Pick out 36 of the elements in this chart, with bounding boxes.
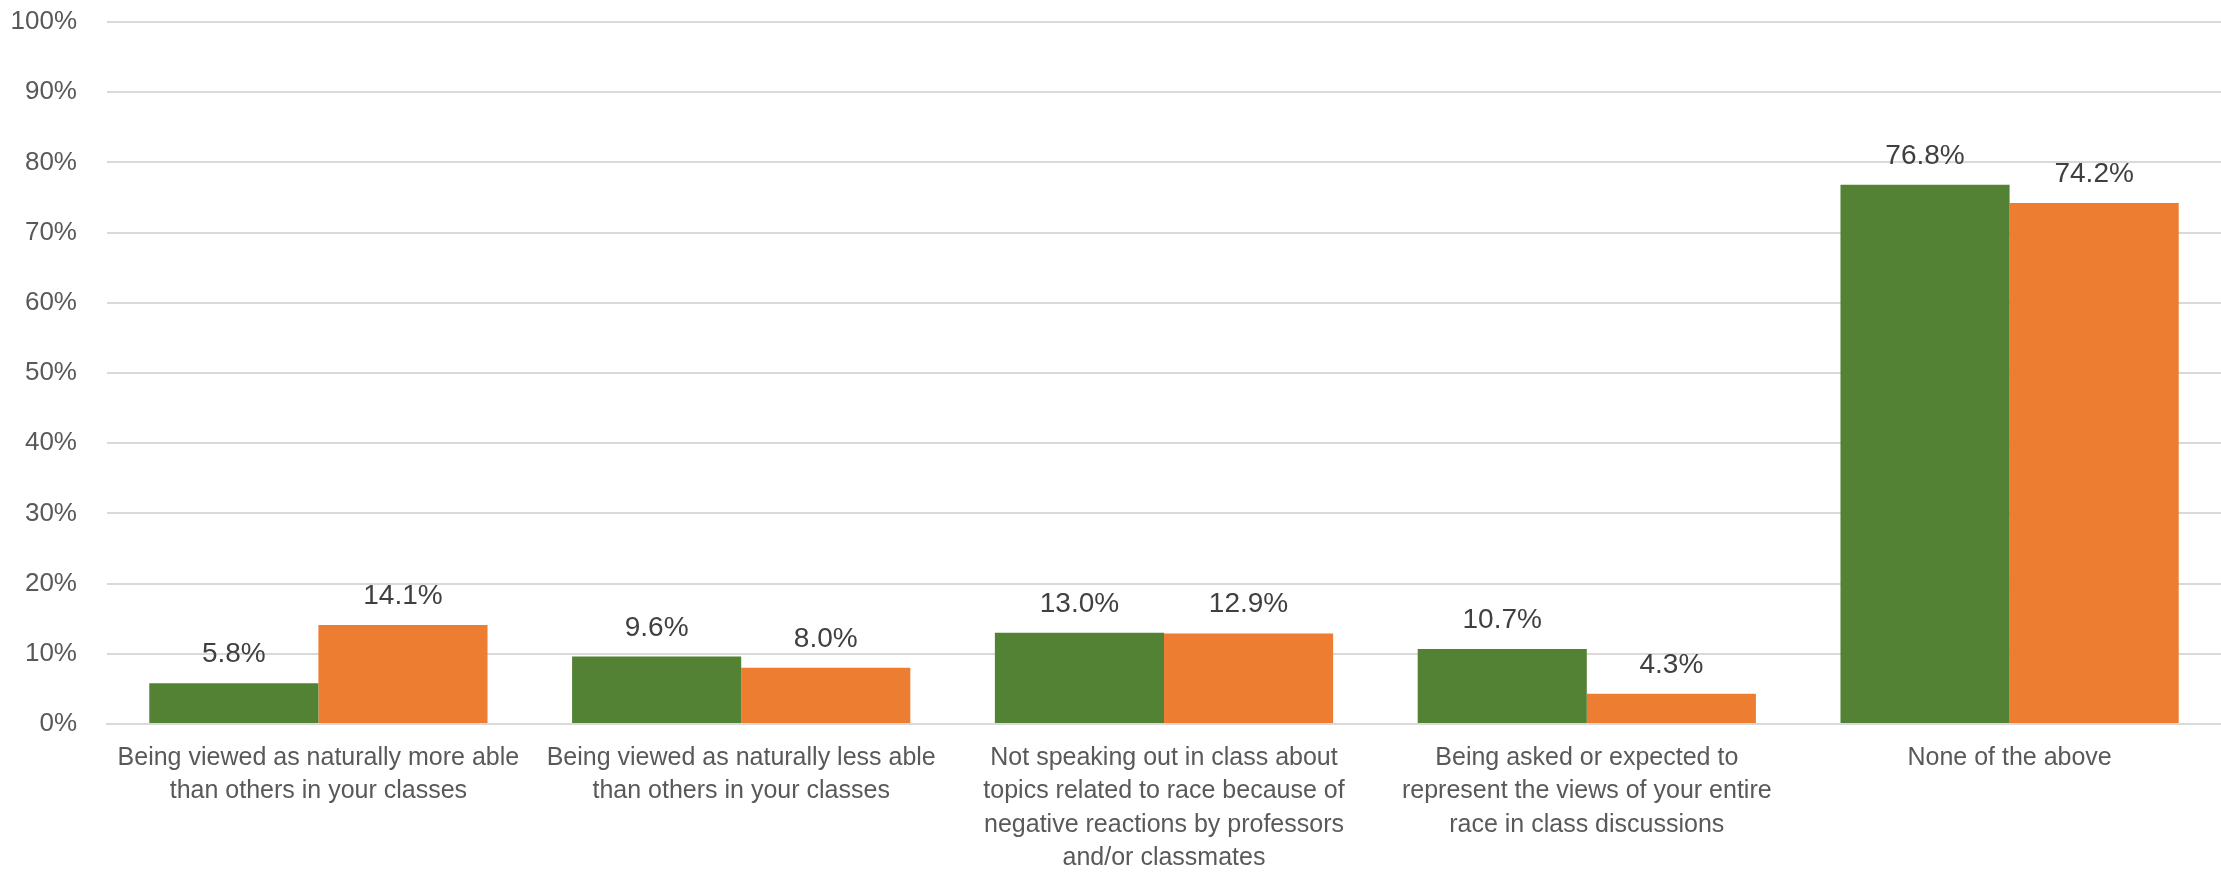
y-tick-label: 90%	[24, 75, 77, 106]
y-tick-label: 60%	[24, 285, 77, 316]
y-tick-label: 10%	[24, 636, 77, 667]
x-tick-label: Being viewed as naturally more able than others in your classes	[117, 741, 520, 804]
y-tick-label: 50%	[24, 356, 77, 387]
data-label: 10.7%	[1462, 602, 1542, 634]
y-tick-label: 70%	[24, 215, 77, 246]
data-label: 9.6%	[624, 610, 689, 642]
y-tick-label: 30%	[24, 496, 77, 527]
bar	[2009, 203, 2179, 723]
x-tick-label: None of the above	[1907, 741, 2112, 770]
data-label: 12.9%	[1208, 587, 1289, 619]
bar	[1586, 693, 1756, 723]
bar	[149, 683, 319, 723]
y-tick-label: 40%	[24, 426, 77, 457]
y-tick-label: 100%	[10, 5, 77, 36]
data-label: 14.1%	[363, 579, 443, 611]
y-tick-label: 0%	[39, 707, 77, 738]
data-label: 74.2%	[2054, 157, 2134, 189]
bar	[741, 667, 911, 723]
x-tick-label: Being viewed as naturally less able than others in your classes	[546, 741, 936, 804]
data-label: 4.3%	[1639, 647, 1704, 679]
data-label: 13.0%	[1039, 586, 1120, 618]
bar	[994, 632, 1164, 723]
bar	[1417, 648, 1587, 723]
x-tick-label: Being asked or expected to represent the views of your entire race in class discussions	[1401, 741, 1772, 837]
data-label: 76.8%	[1885, 138, 1965, 170]
y-tick-label: 80%	[24, 145, 77, 176]
data-label: 8.0%	[793, 621, 858, 653]
bar	[572, 656, 742, 723]
x-tick-label: Not speaking out in class about topics related to race because of negative reactions by professors and/or classmates	[983, 741, 1345, 871]
bar	[318, 625, 488, 723]
bar	[1164, 633, 1334, 723]
y-tick-label: 20%	[24, 566, 77, 597]
data-label: 5.8%	[201, 637, 266, 669]
bar	[1840, 184, 2010, 723]
